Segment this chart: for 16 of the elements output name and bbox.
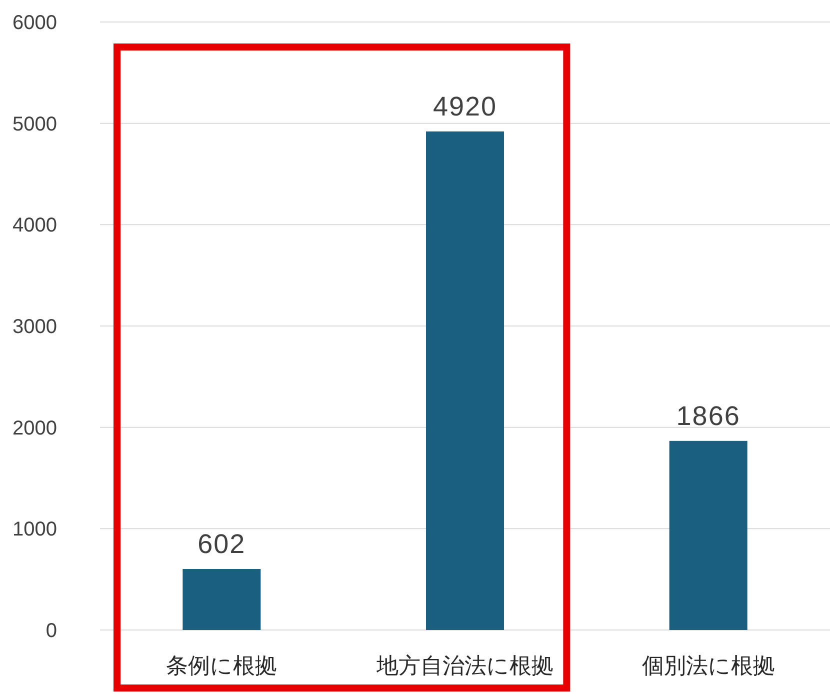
y-tick-label: 4000: [12, 214, 57, 237]
y-tick-label: 6000: [12, 12, 57, 34]
y-tick-label: 2000: [12, 417, 57, 440]
y-tick-label: 1000: [12, 518, 57, 541]
bar: [182, 568, 261, 630]
x-tick-label: 条例に根拠: [166, 653, 278, 678]
bar: [669, 440, 748, 630]
data-label: 4920: [432, 91, 498, 122]
data-label: 1866: [676, 400, 740, 431]
data-label: 602: [198, 528, 246, 559]
y-tick-label: 3000: [12, 316, 57, 338]
x-tick-label: 地方自治法に根拠: [376, 653, 554, 678]
y-tick-label: 5000: [12, 113, 57, 136]
bar: [426, 131, 504, 630]
y-tick-label: 0: [46, 620, 57, 642]
x-tick-label: 個別法に根拠: [642, 653, 775, 678]
